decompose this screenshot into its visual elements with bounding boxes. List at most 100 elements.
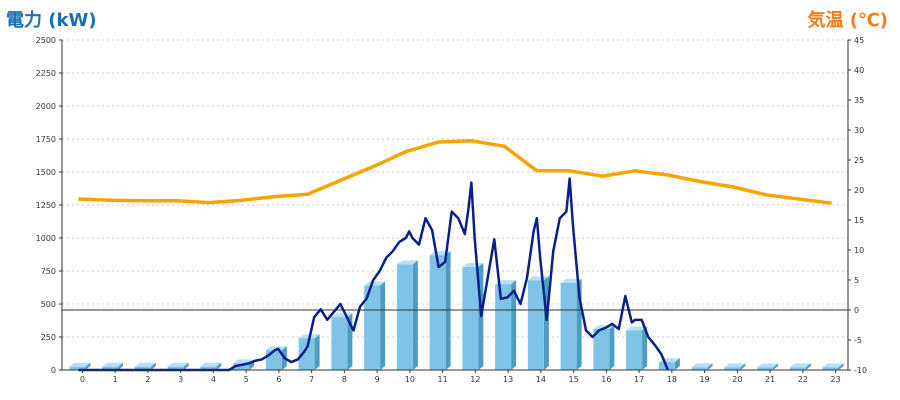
bar-face [724,367,741,370]
bar [200,362,222,370]
bar [364,281,386,370]
bar-side [740,363,746,370]
bar-side [183,362,189,370]
bar-face [364,285,381,370]
bar [429,251,451,370]
bar-face [265,350,282,370]
x-tick-label: 9 [375,375,380,384]
right-tick-label: -5 [854,336,862,345]
bar-face [298,338,315,370]
bar-side [85,362,91,370]
x-tick-label: 6 [276,375,281,384]
bar-top [364,281,386,286]
bar-face [626,330,643,370]
bar-top [691,363,713,368]
bar [527,276,549,370]
bar [167,362,189,370]
bar-top [134,362,156,367]
bar-top [724,363,746,368]
left-tick-label: 1500 [36,168,56,177]
bar-top [200,362,222,367]
bar-top [69,362,91,367]
x-tick-label: 7 [309,375,314,384]
right-axis-title: 気温 (℃) [807,10,888,31]
bar-face [233,363,250,370]
bar-top [560,278,582,283]
left-tick-label: 750 [41,267,56,276]
bar-side [642,326,648,370]
left-tick-label: 0 [51,366,56,375]
bar-side [805,363,811,370]
bar-face [102,366,119,370]
bar [560,278,582,370]
bar-side [380,281,386,370]
x-tick-label: 8 [342,375,347,384]
bar-side [838,363,844,370]
x-tick-label: 19 [700,375,710,384]
left-axis-title: 電力 (kW) [6,10,97,31]
x-tick-label: 3 [178,375,183,384]
x-tick-label: 20 [732,375,742,384]
bar-face [331,317,348,370]
x-tick-label: 13 [503,375,513,384]
bar [396,260,418,370]
bar-top [396,260,418,265]
bar-face [69,366,86,370]
left-tick-label: 2500 [36,36,56,45]
left-tick-label: 2000 [36,102,56,111]
bar-face [396,264,413,370]
bar-top [757,363,779,368]
right-tick-label: 30 [854,126,864,135]
x-tick-label: 2 [145,375,150,384]
left-tick-label: 1750 [36,135,56,144]
left-tick-label: 2250 [36,69,56,78]
x-tick-label: 0 [80,375,85,384]
bar [658,358,680,370]
bar [331,313,353,370]
x-tick-label: 10 [405,375,415,384]
bar-side [314,334,320,370]
x-tick-label: 21 [765,375,775,384]
bar-side [511,280,517,370]
temperature-line [78,139,832,205]
bar-face [429,255,446,370]
bar [626,326,648,370]
bar-face [527,280,544,370]
bar-face [757,367,774,370]
bar [757,363,779,370]
bar [69,362,91,370]
x-tick-label: 18 [667,375,677,384]
bar-face [200,366,217,370]
bar [691,363,713,370]
bar-side [445,251,451,370]
x-tick-label: 4 [211,375,216,384]
right-tick-label: 25 [854,156,864,165]
left-tick-label: 250 [41,333,56,342]
x-tick-label: 16 [601,375,611,384]
right-tick-label: 45 [854,36,864,45]
bar-side [118,362,124,370]
bar-top [789,363,811,368]
power-line [78,177,670,372]
bar [789,363,811,370]
bar-face [789,367,806,370]
left-tick-label: 500 [41,300,56,309]
left-tick-label: 1250 [36,201,56,210]
bar-side [216,362,222,370]
x-tick-label: 12 [470,375,480,384]
bar [134,362,156,370]
bar-face [462,267,479,370]
bar-top [265,346,287,351]
right-tick-label: 15 [854,216,864,225]
right-tick-label: 35 [854,96,864,105]
bar [495,280,517,370]
right-tick-label: 40 [854,66,864,75]
bar-face [822,367,839,370]
bar-top [626,326,648,331]
bar-top [102,362,124,367]
right-tick-label: 20 [854,186,864,195]
right-tick-label: 10 [854,246,864,255]
x-tick-label: 14 [536,375,546,384]
